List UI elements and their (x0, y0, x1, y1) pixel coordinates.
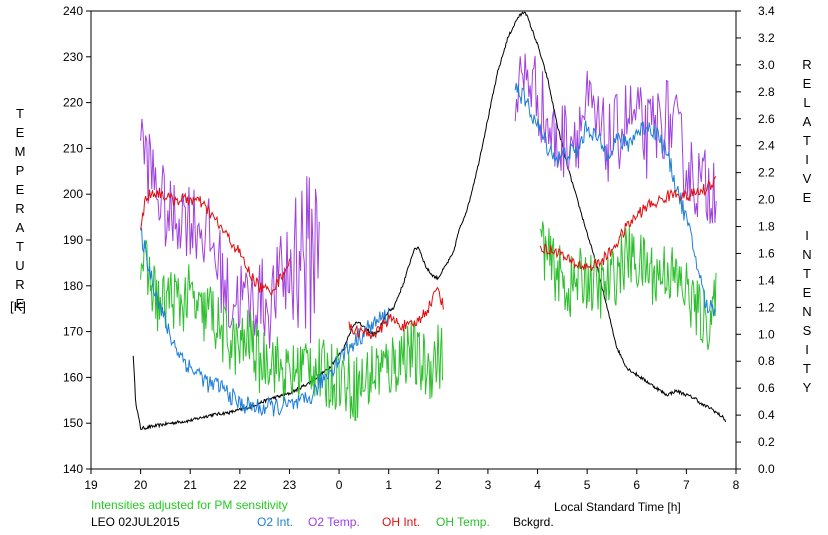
left-tick-label: 200 (63, 187, 83, 201)
series-oh-int-line (140, 187, 290, 296)
right-tick-label: 2.0 (758, 193, 775, 207)
right-tick-label: 2.8 (758, 85, 775, 99)
left-tick-label: 220 (63, 96, 83, 110)
x-tick-label: 5 (584, 478, 591, 492)
x-tick-label: 23 (283, 478, 297, 492)
legend-item-oh-temp: OH Temp. (436, 515, 490, 529)
right-tick-label: 2.2 (758, 166, 775, 180)
series-oh-int-line (539, 176, 717, 272)
series-oh-temp-line (140, 239, 443, 422)
right-tick-label: 2.4 (758, 139, 775, 153)
x-tick-label: 6 (633, 478, 640, 492)
right-tick-label: 2.6 (758, 112, 775, 126)
left-tick-label: 210 (63, 141, 83, 155)
right-tick-label: 0.8 (758, 354, 775, 368)
left-tick-label: 160 (63, 370, 83, 384)
series-bckgrd-line (132, 11, 727, 430)
legend-item-oh-int: OH Int. (382, 515, 421, 529)
left-tick-label: 170 (63, 325, 83, 339)
series-o2-int-line (140, 227, 320, 417)
legend-item-bckgrd: Bckgrd. (513, 515, 554, 529)
right-tick-label: 0.4 (758, 408, 775, 422)
x-tick-label: 3 (485, 478, 492, 492)
left-tick-label: 140 (63, 462, 83, 476)
series-o2-temp-line (514, 53, 717, 224)
series-o2-temp-line (140, 118, 320, 349)
x-tick-label: 1 (385, 478, 392, 492)
x-tick-label: 8 (733, 478, 740, 492)
x-tick-label: 20 (134, 478, 148, 492)
legend-item-o2-int: O2 Int. (257, 515, 294, 529)
x-tick-label: 19 (84, 478, 98, 492)
left-tick-label: 180 (63, 279, 83, 293)
right-tick-label: 1.2 (758, 300, 775, 314)
right-tick-label: 1.0 (758, 327, 775, 341)
right-tick-label: 3.4 (758, 4, 775, 18)
right-tick-label: 3.0 (758, 58, 775, 72)
right-tick-label: 0.2 (758, 435, 775, 449)
legend-item-o2-temp: O2 Temp. (308, 515, 360, 529)
right-tick-label: 0.0 (758, 462, 775, 476)
station-date-label: LEO 02JUL2015 (91, 515, 180, 529)
left-axis-unit: [K] (10, 299, 26, 314)
x-tick-label: 21 (184, 478, 198, 492)
series-o2-int-line (318, 307, 390, 389)
right-tick-label: 1.6 (758, 246, 775, 260)
left-tick-label: 230 (63, 50, 83, 64)
x-axis-title: Local Standard Time [h] (554, 500, 681, 514)
left-tick-label: 190 (63, 233, 83, 247)
footer-note: Intensities adjusted for PM sensitivity (91, 498, 288, 512)
series-oh-int-line (348, 286, 444, 340)
right-tick-label: 0.6 (758, 381, 775, 395)
right-tick-label: 3.2 (758, 31, 775, 45)
series-oh-temp-line (539, 221, 717, 350)
left-tick-label: 150 (63, 416, 83, 430)
x-tick-label: 7 (683, 478, 690, 492)
series-o2-int-line (514, 82, 717, 317)
x-tick-label: 2 (435, 478, 442, 492)
x-tick-label: 22 (233, 478, 247, 492)
right-tick-label: 1.4 (758, 273, 775, 287)
right-tick-label: 1.8 (758, 220, 775, 234)
legend: LEO 02JUL2015 O2 Int. O2 Temp. OH Int. O… (91, 515, 821, 531)
left-tick-label: 240 (63, 4, 83, 18)
x-tick-label: 0 (336, 478, 343, 492)
x-tick-label: 4 (534, 478, 541, 492)
